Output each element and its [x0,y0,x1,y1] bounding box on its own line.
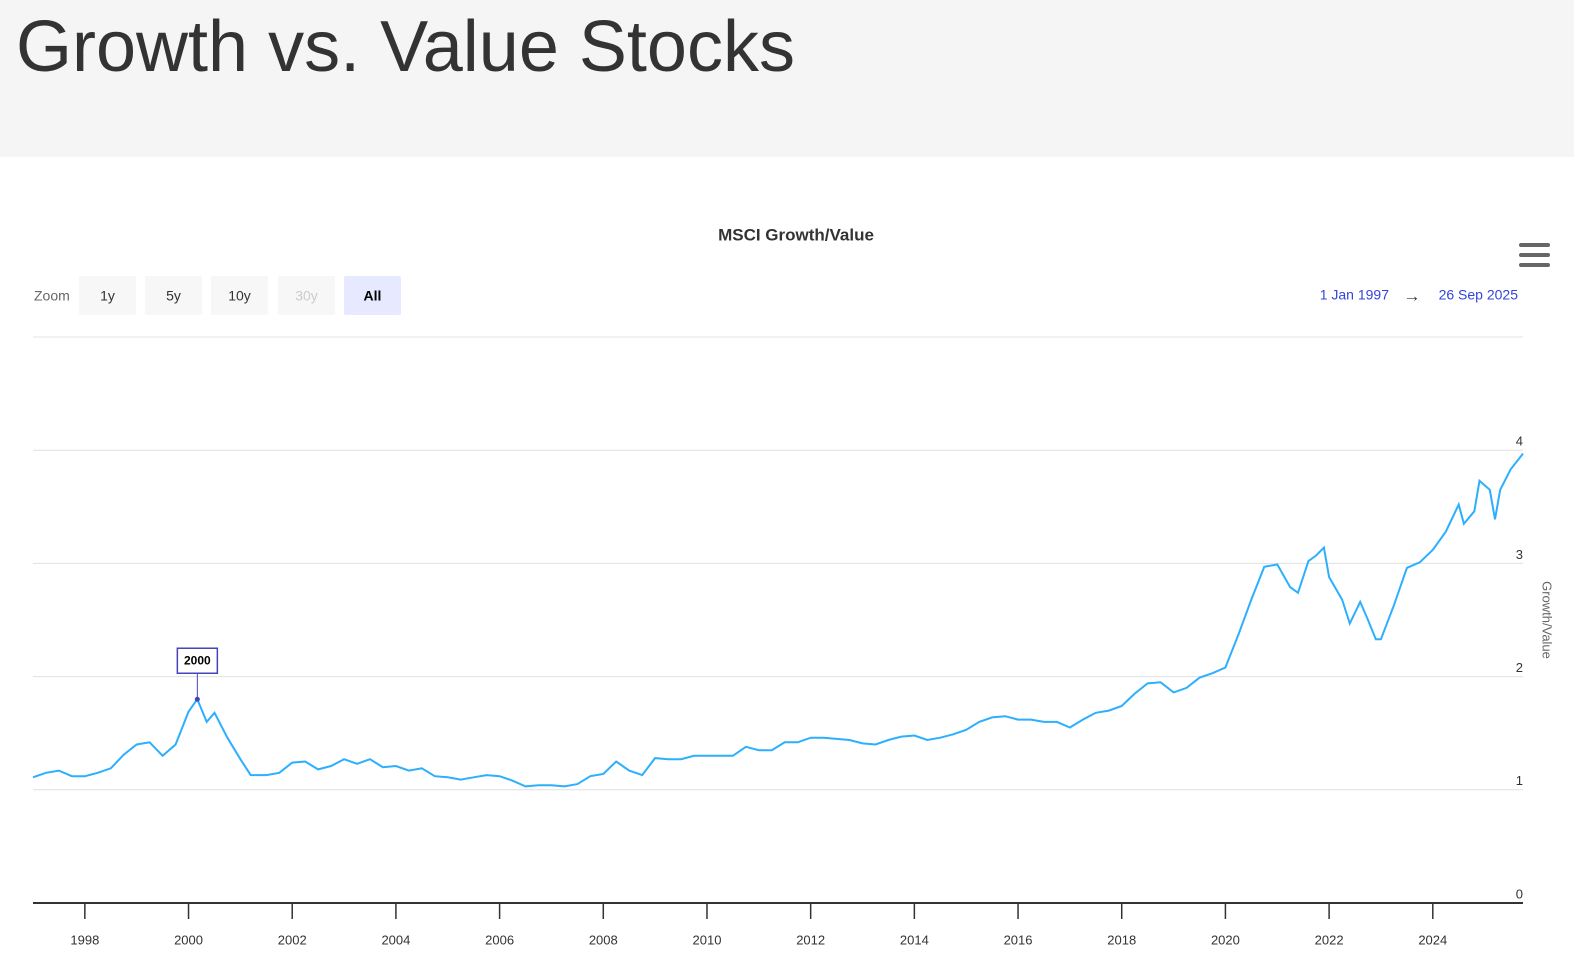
x-tick-label: 2010 [693,932,722,947]
y-tick-label: 2 [1516,660,1523,675]
x-tick-label: 2000 [174,932,203,947]
x-tick-label: 2014 [900,932,929,947]
range-from[interactable]: 1 Jan 1997 [1320,287,1389,303]
zoom-button-label[interactable]: 5y [166,288,181,304]
range-arrow: → [1404,286,1421,305]
x-tick-label: 2024 [1418,932,1447,947]
menu-icon[interactable] [1519,243,1550,267]
y-axis-title: Growth/Value [1540,581,1555,659]
x-tick-label: 1998 [70,932,99,947]
x-tick-label: 2022 [1315,932,1344,947]
zoom-button-label[interactable]: 10y [228,288,251,304]
line-series [32,452,1524,788]
x-tick-label: 2008 [589,932,618,947]
zoom-button [278,276,335,315]
range-to[interactable]: 26 Sep 2025 [1439,287,1519,303]
x-tick-label: 2006 [485,932,514,947]
header-band [0,0,1574,157]
zoom-button-label[interactable]: 1y [100,288,115,304]
page-title: Growth vs. Value Stocks [16,7,795,87]
zoom-button[interactable] [211,276,268,315]
zoom-button-label[interactable]: All [364,288,382,304]
chart-title: MSCI Growth/Value [718,225,874,244]
y-tick-label: 0 [1516,886,1523,901]
y-tick-label: 1 [1516,773,1523,788]
x-tick-label: 2004 [381,932,410,947]
y-tick-label: 4 [1516,434,1523,449]
zoom-label: Zoom [34,288,70,304]
flag-point [194,696,200,702]
zoom-button[interactable] [344,276,401,315]
x-tick-label: 2002 [278,932,307,947]
x-tick-label: 2012 [796,932,825,947]
flag-label: 2000 [184,653,211,667]
y-tick-label: 3 [1516,547,1523,562]
zoom-button[interactable] [79,276,136,315]
x-tick-label: 2016 [1004,932,1033,947]
flag-box [176,647,219,674]
x-tick-label: 2020 [1211,932,1240,947]
zoom-button-label: 30y [295,288,318,304]
x-tick-label: 2018 [1107,932,1136,947]
zoom-button[interactable] [145,276,202,315]
